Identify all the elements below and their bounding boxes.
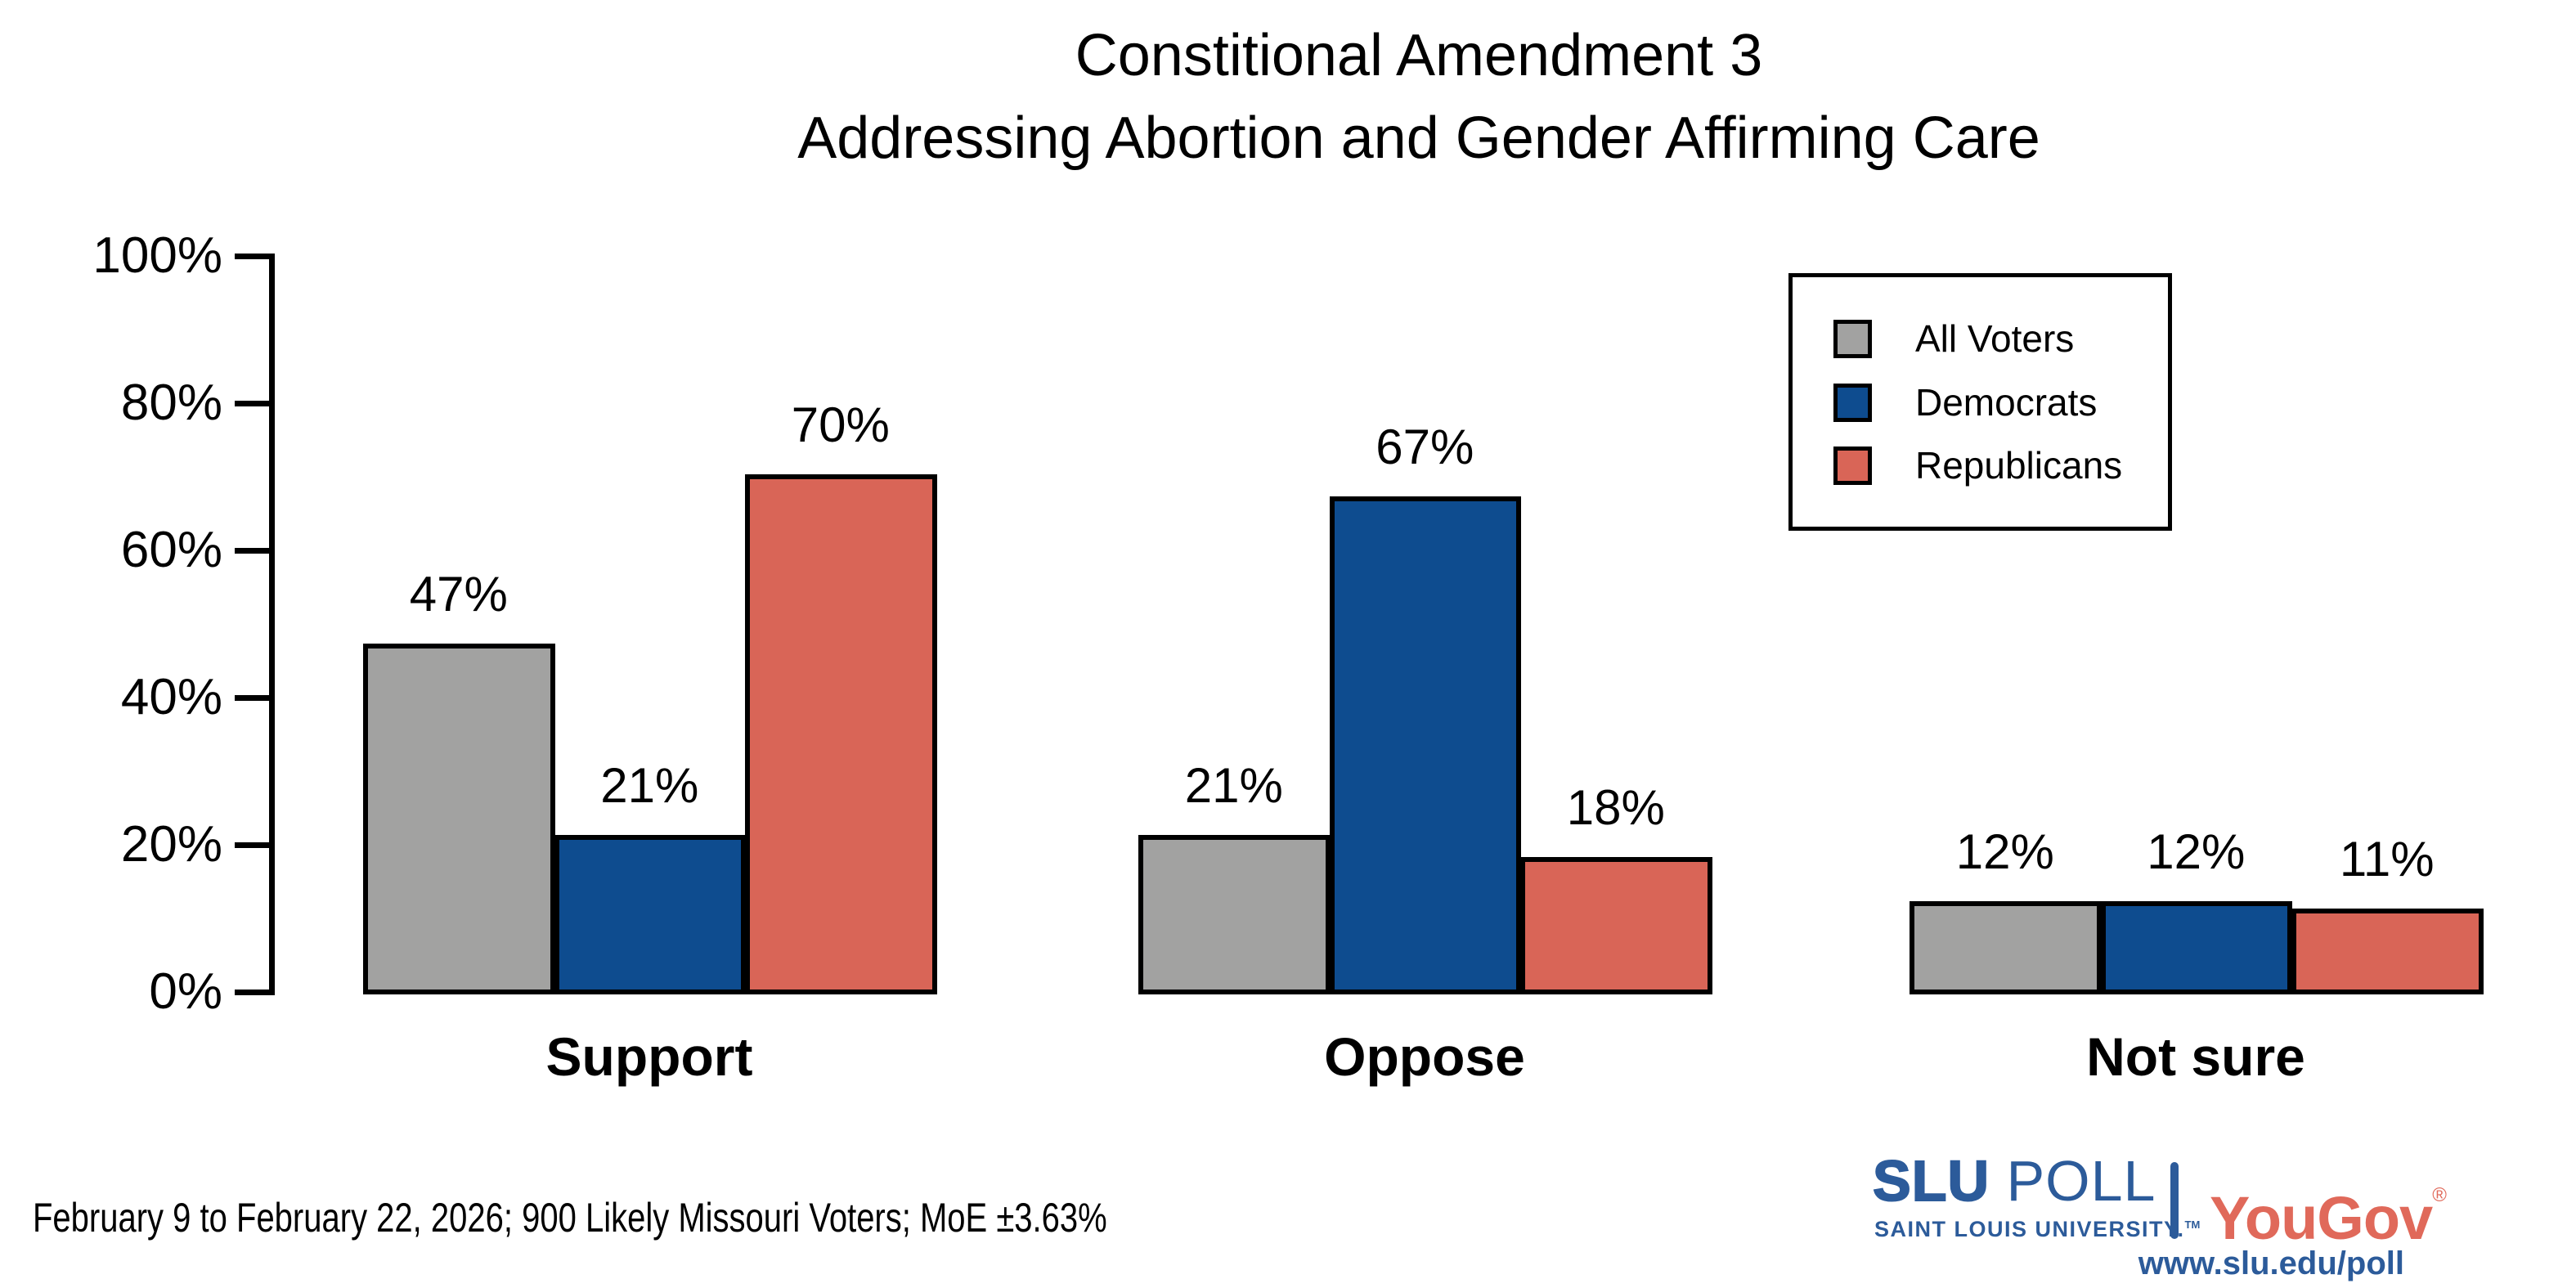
slu-poll-url: www.slu.edu/poll: [2138, 1245, 2404, 1281]
chart-title: Constitional Amendment 3 Addressing Abor…: [315, 15, 2523, 180]
y-axis-tick-label: 0%: [149, 963, 222, 1020]
bar-all-voters-not-sure: [1910, 901, 2102, 994]
poll-logo-text: POLL: [1990, 1149, 2156, 1213]
bar-democrats-support: [554, 835, 746, 994]
category-label-oppose: Oppose: [1324, 1026, 1525, 1087]
y-axis-tick: [235, 695, 269, 701]
y-axis-tick-label: 40%: [120, 669, 222, 725]
bar-democrats-oppose: [1329, 496, 1521, 994]
bar-all-voters-oppose: [1138, 835, 1331, 994]
chart-title-line2: Addressing Abortion and Gender Affirming…: [797, 105, 2040, 171]
legend-swatch-republicans: [1833, 447, 1872, 485]
legend-swatch-democrats: [1833, 383, 1872, 422]
bar-value-label: 70%: [791, 397, 890, 452]
y-axis-tick: [235, 548, 269, 554]
y-axis-tick: [235, 990, 269, 995]
y-axis-tick: [235, 254, 269, 259]
bar-value-label: 12%: [1955, 824, 2054, 879]
bar-democrats-not-sure: [2100, 901, 2292, 994]
y-axis-tick-label: 20%: [120, 816, 222, 873]
bar-value-label: 12%: [2147, 824, 2246, 879]
bar-value-label: 21%: [600, 758, 699, 813]
bar-value-label: 11%: [2339, 832, 2435, 886]
y-axis-tick-label: 80%: [120, 375, 222, 431]
legend-label-republicans: Republicans: [1915, 444, 2123, 487]
methodology-note: February 9 to February 22, 2026; 900 Lik…: [33, 1195, 1107, 1241]
bar-value-label: 21%: [1184, 758, 1283, 813]
legend-swatch-all-voters: [1833, 320, 1872, 358]
legend-label-all-voters: All Voters: [1915, 317, 2075, 360]
chart-title-line1: Constitional Amendment 3: [1075, 23, 1763, 88]
y-axis-line: [269, 254, 275, 995]
category-label-support: Support: [545, 1026, 753, 1087]
yougov-logo: YouGov®: [2210, 1161, 2447, 1253]
slu-logo-text: SLU: [1872, 1149, 1990, 1213]
yougov-logo-text: YouGov: [2210, 1184, 2433, 1252]
bar-republicans-not-sure: [2291, 909, 2484, 994]
logo-divider: [2170, 1162, 2179, 1239]
bar-republicans-support: [745, 474, 937, 994]
bar-value-label: 18%: [1566, 780, 1665, 835]
bar-all-voters-support: [363, 644, 555, 994]
legend-label-democrats: Democrats: [1915, 380, 2098, 424]
y-axis-tick-label: 60%: [120, 522, 222, 578]
bar-value-label: 47%: [409, 567, 508, 622]
trademark-symbol: TM: [2184, 1218, 2201, 1231]
bar-republicans-oppose: [1520, 857, 1712, 994]
saint-louis-university-label: SAINT LOUIS UNIVERSITY.TM: [1874, 1213, 2200, 1241]
university-name: SAINT LOUIS UNIVERSITY.: [1874, 1217, 2185, 1241]
slu-poll-logo: SLU POLL: [1872, 1149, 2156, 1213]
y-axis-tick: [235, 842, 269, 848]
bar-value-label: 67%: [1376, 420, 1474, 474]
registered-symbol: ®: [2432, 1184, 2447, 1206]
category-label-not-sure: Not sure: [2086, 1026, 2305, 1087]
y-axis-tick: [235, 401, 269, 406]
y-axis-tick-label: 100%: [92, 227, 222, 284]
